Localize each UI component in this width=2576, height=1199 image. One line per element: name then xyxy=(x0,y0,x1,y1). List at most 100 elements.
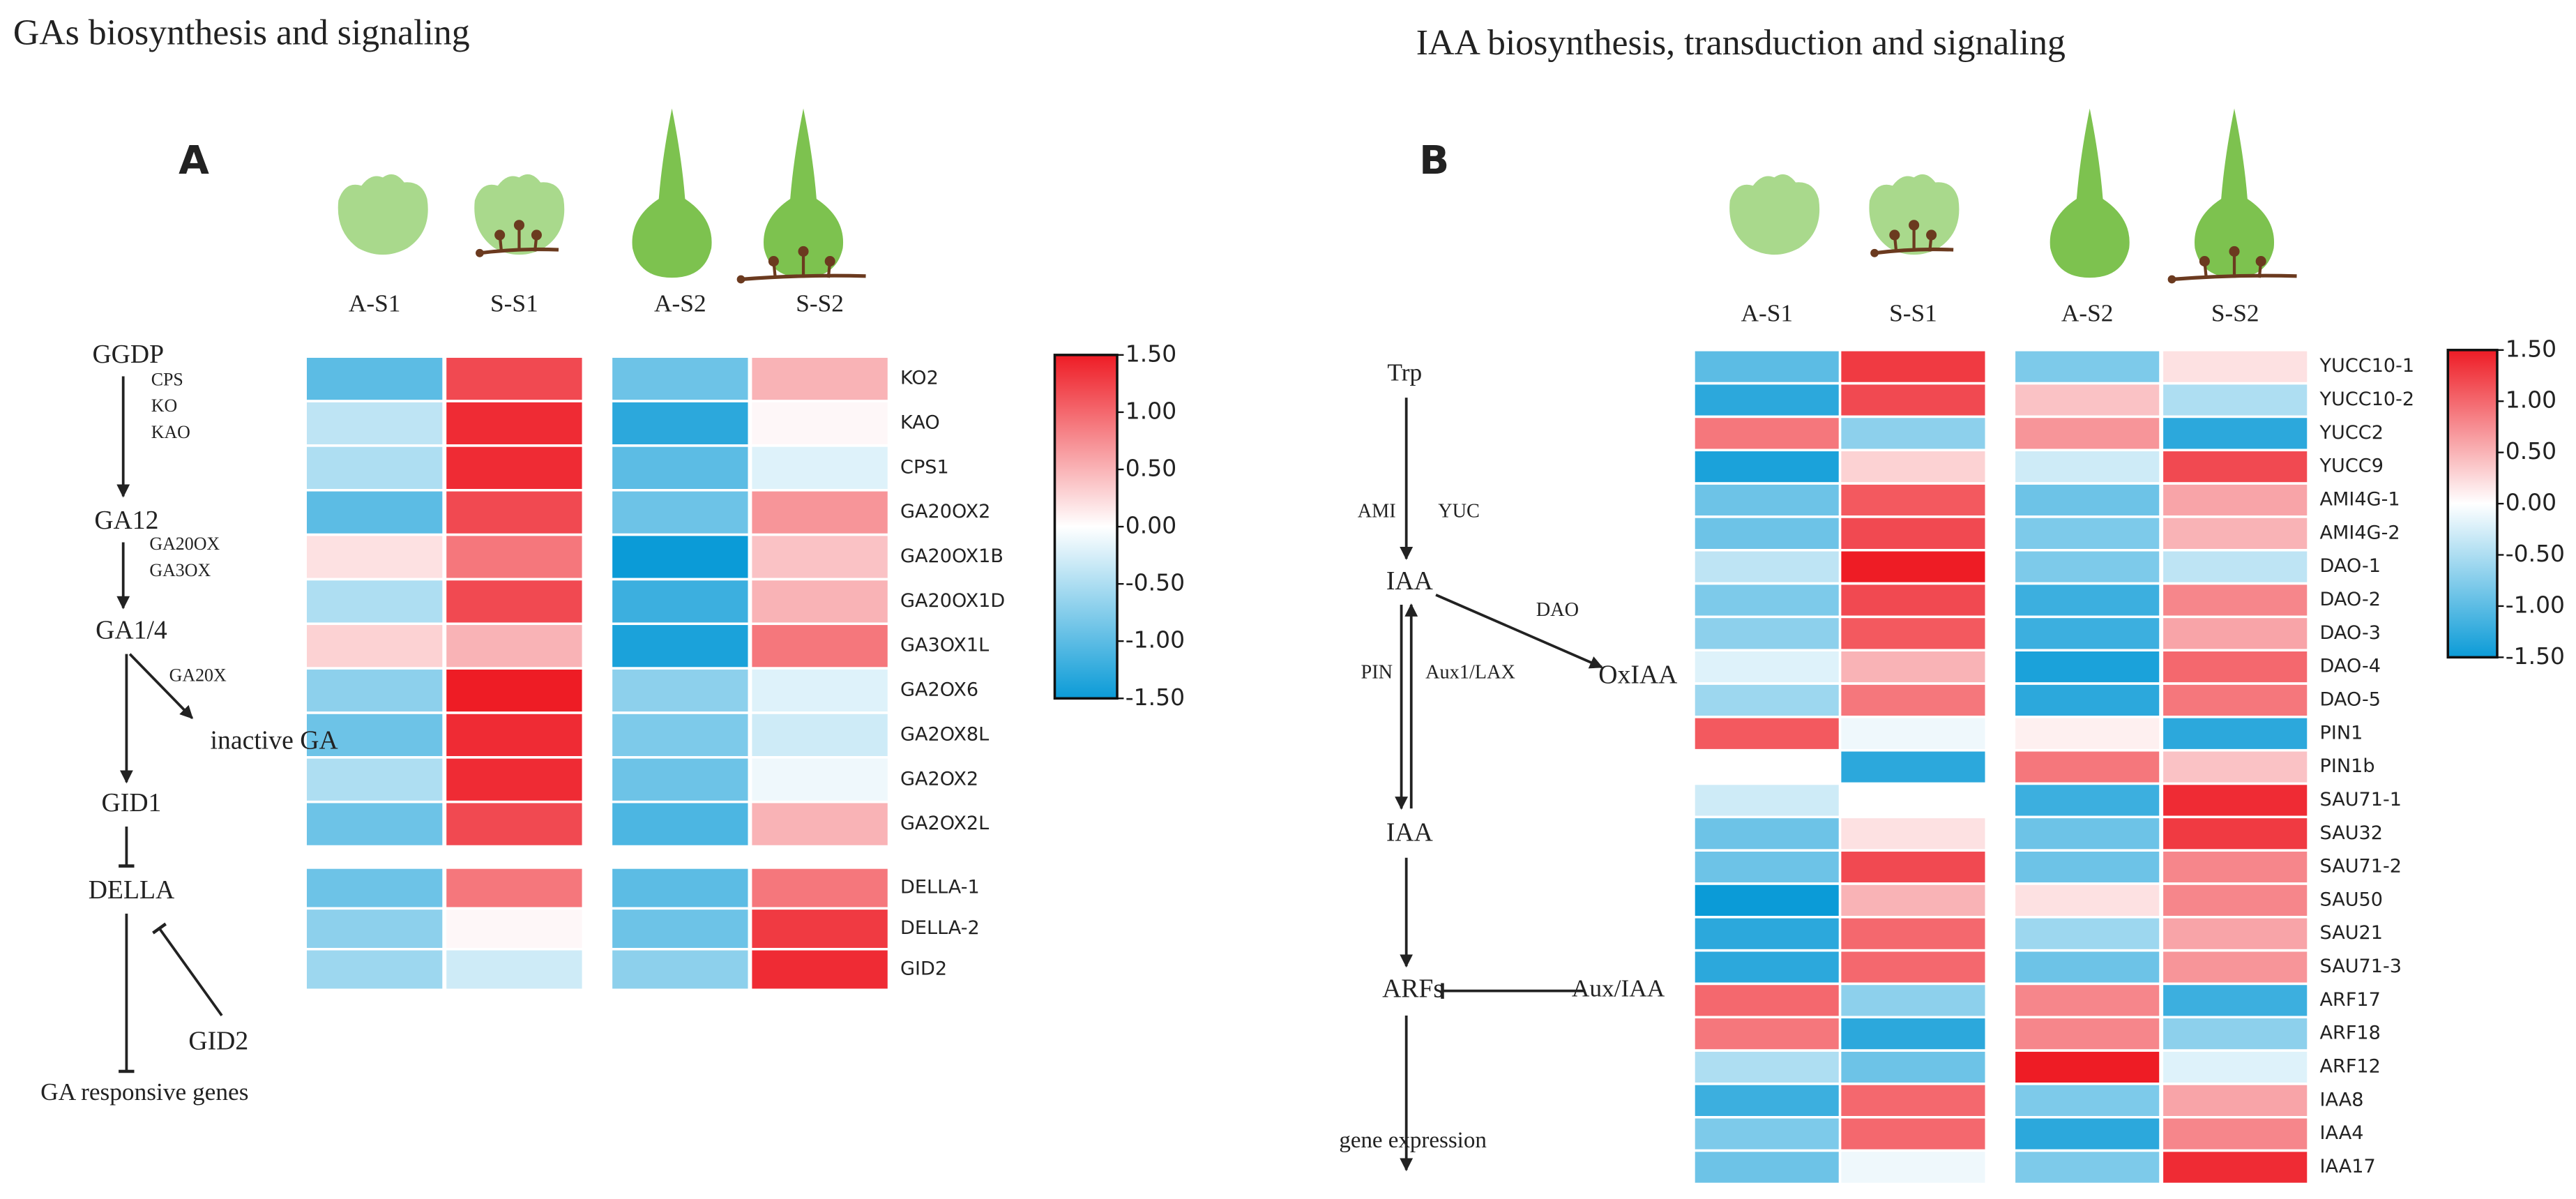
heatmap-cell xyxy=(1838,1116,1988,1152)
pathway-edge xyxy=(152,922,223,1017)
heatmap-cell xyxy=(1692,782,1842,819)
gene-label: DAO-3 xyxy=(2320,622,2381,644)
colorbar xyxy=(1053,354,1119,700)
pathway-node: DAO xyxy=(1536,599,1579,621)
heatmap-cell xyxy=(1692,815,1842,852)
column-label: A-S1 xyxy=(1741,299,1793,326)
colorbar-tick-label: -0.50 xyxy=(2506,540,2565,567)
pathway-node: CPS xyxy=(151,370,183,390)
pathway-node: GA20OX xyxy=(149,534,220,554)
heatmap-cell xyxy=(304,488,445,536)
gene-label: GA2OX6 xyxy=(900,679,978,701)
gene-label: IAA4 xyxy=(2320,1122,2364,1144)
heatmap-cell xyxy=(444,711,585,759)
heatmap-cell xyxy=(2013,448,2162,485)
heatmap-cell xyxy=(444,866,585,910)
heatmap-cell xyxy=(2013,916,2162,952)
gene-label: SAU71-2 xyxy=(2320,856,2402,877)
heatmap-cell xyxy=(2013,882,2162,919)
heatmap-cell xyxy=(304,444,445,492)
plant-icon xyxy=(2050,108,2130,278)
heatmap-cell xyxy=(2160,882,2310,919)
gene-label: GID2 xyxy=(900,958,947,979)
plant-icon xyxy=(632,108,712,278)
pathway-node: KO xyxy=(151,395,177,416)
heatmap-cell xyxy=(304,800,445,848)
heatmap-cell xyxy=(2160,849,2310,885)
heatmap-cell xyxy=(1838,649,1988,685)
heatmap-cell xyxy=(1692,548,1842,585)
heatmap-cell xyxy=(304,578,445,626)
heatmap-cell xyxy=(749,800,891,848)
gene-label: YUCC9 xyxy=(2319,455,2384,477)
pathway-node: OxIAA xyxy=(1598,660,1677,689)
gene-label: DAO-4 xyxy=(2320,656,2381,677)
heatmap-cell xyxy=(1692,382,1842,418)
gene-label: CPS1 xyxy=(900,456,949,478)
gene-label: KO2 xyxy=(900,368,939,389)
colorbar-tick-label: -0.50 xyxy=(1126,569,1185,596)
heatmap-cell xyxy=(1838,482,1988,518)
pathway-node: GGDP xyxy=(92,340,164,369)
heatmap-cell xyxy=(609,948,751,991)
gene-label: SAU50 xyxy=(2320,889,2384,910)
gene-label: GA3OX1L xyxy=(900,635,989,656)
heatmap-cell xyxy=(749,907,891,951)
heatmap-cell xyxy=(1692,1149,1842,1186)
plant-icon xyxy=(338,174,428,255)
heatmap-cell xyxy=(749,444,891,492)
heatmap-cell xyxy=(2013,415,2162,452)
pathway-node: GA responsive genes xyxy=(40,1078,248,1106)
heatmap-cell xyxy=(304,948,445,991)
column-label: S-S2 xyxy=(2211,299,2259,326)
pathway-node: Trp xyxy=(1387,359,1422,386)
gene-label: GA20OX2 xyxy=(900,501,990,522)
pathway-node: ARFs xyxy=(1382,974,1444,1003)
heatmap-cell xyxy=(1838,982,1988,1019)
heatmap-cell xyxy=(2160,482,2310,518)
heatmap-cell xyxy=(2013,482,2162,518)
heatmap-cell xyxy=(444,907,585,951)
heatmap-cell xyxy=(2160,1116,2310,1152)
heatmap-cell xyxy=(1838,448,1988,485)
pathway-node: inactive GA xyxy=(211,726,338,755)
gene-label: ARF18 xyxy=(2320,1023,2381,1044)
heatmap-cell xyxy=(609,711,751,759)
gene-label: GA20OX1B xyxy=(900,545,1003,567)
heatmap-cell xyxy=(2013,982,2162,1019)
heatmap-cell xyxy=(2160,649,2310,685)
pathway-node: IAA xyxy=(1386,817,1433,847)
heatmap-cell xyxy=(609,622,751,670)
sporangium xyxy=(1926,229,1937,241)
heatmap-cell xyxy=(444,622,585,670)
heatmap-cell xyxy=(2160,1049,2310,1085)
panel-label: A xyxy=(179,138,209,183)
heatmap-cell xyxy=(2013,1049,2162,1085)
pathway-node: IAA xyxy=(1386,566,1433,596)
heatmap-cell xyxy=(1838,849,1988,885)
colorbar-tick-label: -1.00 xyxy=(1126,626,1185,654)
gene-label: DAO-5 xyxy=(2320,688,2381,710)
heatmap-cell xyxy=(609,444,751,492)
colorbar-tick-label: 1.50 xyxy=(1126,340,1176,367)
heatmap-cell xyxy=(304,355,445,402)
heatmap-cell xyxy=(1692,1049,1842,1085)
column-label: S-S1 xyxy=(1889,299,1937,326)
gene-label: KAO xyxy=(900,412,940,433)
heatmap-cell xyxy=(749,667,891,714)
gene-label: DELLA-2 xyxy=(900,917,980,939)
heatmap-cell xyxy=(1838,582,1988,619)
heatmap-cell xyxy=(1838,1149,1988,1186)
heatmap-cell xyxy=(304,756,445,804)
heatmap-cell xyxy=(1692,582,1842,619)
pathway-node: YUC xyxy=(1438,501,1480,522)
heatmap-cell xyxy=(2160,382,2310,418)
heatmap-cell xyxy=(1838,682,1988,718)
pathway-edge xyxy=(128,653,193,719)
heatmap-cell xyxy=(2013,649,2162,685)
heatmap-cell xyxy=(1838,716,1988,752)
sporangium xyxy=(1889,229,1900,241)
heatmap-cell xyxy=(749,578,891,626)
panel-title: GAs biosynthesis and signaling xyxy=(13,13,470,53)
